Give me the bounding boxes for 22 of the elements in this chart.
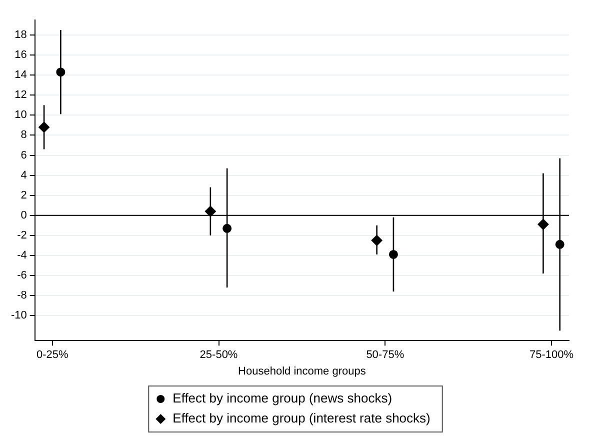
y-tick-label: 10 [14, 109, 27, 122]
y-tick-label: -6 [17, 270, 27, 282]
y-tick-label: 8 [20, 129, 27, 142]
legend-label: Effect by income group (interest rate shocks) [172, 410, 430, 426]
x-tick-label: 25-50% [200, 349, 238, 362]
y-tick-label: -2 [17, 229, 27, 242]
y-tick-label: 14 [14, 69, 27, 82]
y-tick-label: 0 [20, 209, 27, 222]
x-tick-label: 75-100% [530, 349, 574, 362]
y-tick-label: 12 [14, 89, 27, 102]
y-tick-label: 4 [20, 169, 27, 182]
y-tick-label: -8 [17, 290, 27, 302]
x-axis-title: Household income groups [238, 365, 366, 378]
x-tick-label: 50-75% [366, 349, 404, 362]
y-tick-label: 2 [20, 189, 27, 202]
y-tick-label: 16 [14, 49, 27, 62]
y-tick-label: 18 [14, 29, 27, 42]
x-tick-label: 0-25% [36, 349, 68, 362]
legend-label: Effect by income group (news shocks) [172, 390, 392, 406]
y-tick-label: -4 [17, 249, 27, 262]
y-tick-label: -10 [10, 310, 27, 322]
y-tick-label: 6 [20, 149, 27, 162]
